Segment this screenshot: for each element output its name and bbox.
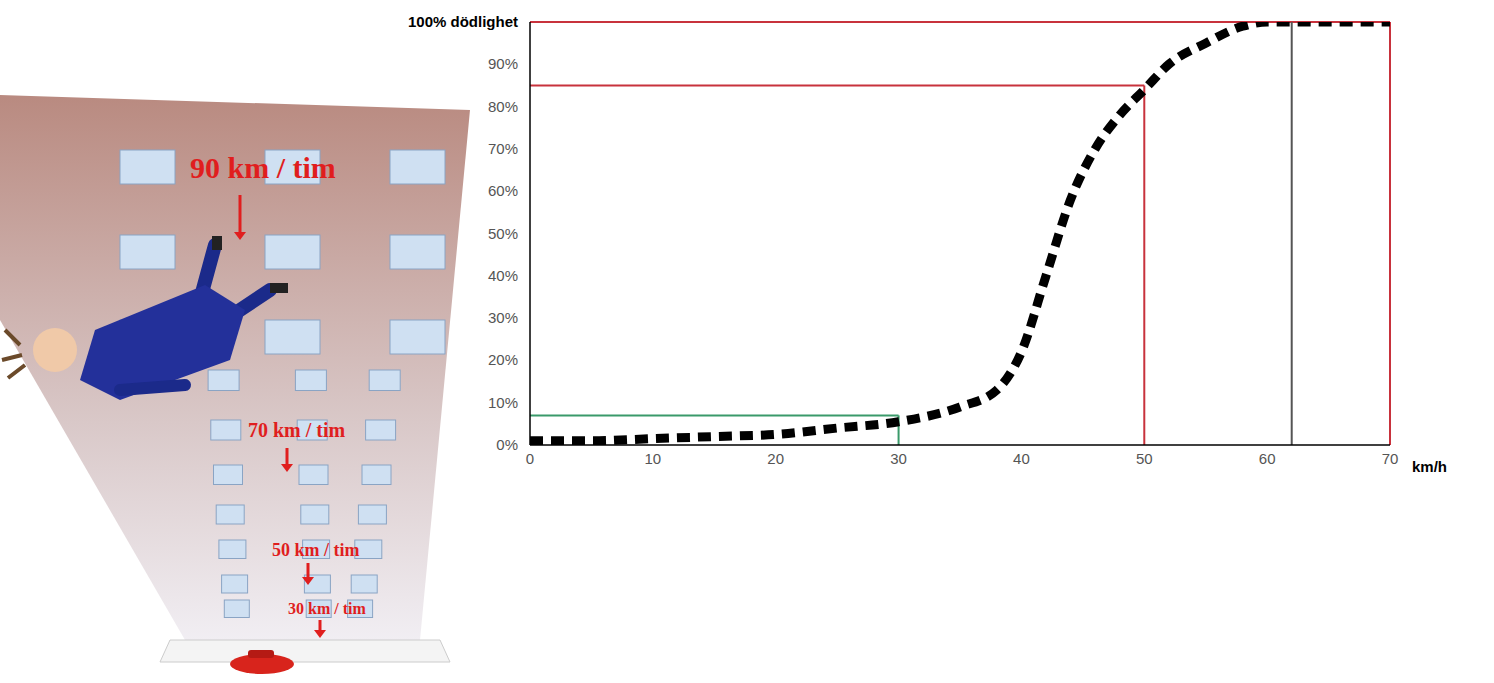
svg-text:10: 10 [645, 450, 662, 467]
svg-text:40%: 40% [488, 267, 518, 284]
svg-text:30 km / tim: 30 km / tim [288, 600, 366, 617]
svg-text:0: 0 [526, 450, 534, 467]
svg-text:90%: 90% [488, 55, 518, 72]
svg-text:70%: 70% [488, 140, 518, 157]
svg-text:50: 50 [1136, 450, 1153, 467]
svg-text:40: 40 [1013, 450, 1030, 467]
svg-text:50 km / tim: 50 km / tim [272, 540, 360, 560]
svg-text:20: 20 [767, 450, 784, 467]
svg-text:30%: 30% [488, 309, 518, 326]
svg-text:50%: 50% [488, 225, 518, 242]
svg-text:10%: 10% [488, 394, 518, 411]
svg-text:30: 30 [890, 450, 907, 467]
svg-text:70 km / tim: 70 km / tim [248, 419, 346, 441]
svg-text:20%: 20% [488, 351, 518, 368]
svg-text:90 km / tim: 90 km / tim [190, 151, 336, 184]
svg-text:80%: 80% [488, 98, 518, 115]
svg-text:km/h: km/h [1412, 458, 1447, 475]
svg-text:100% dödlighet: 100% dödlighet [408, 13, 518, 30]
svg-text:70: 70 [1382, 450, 1399, 467]
svg-text:60%: 60% [488, 182, 518, 199]
svg-text:60: 60 [1259, 450, 1276, 467]
svg-text:0%: 0% [496, 436, 518, 453]
